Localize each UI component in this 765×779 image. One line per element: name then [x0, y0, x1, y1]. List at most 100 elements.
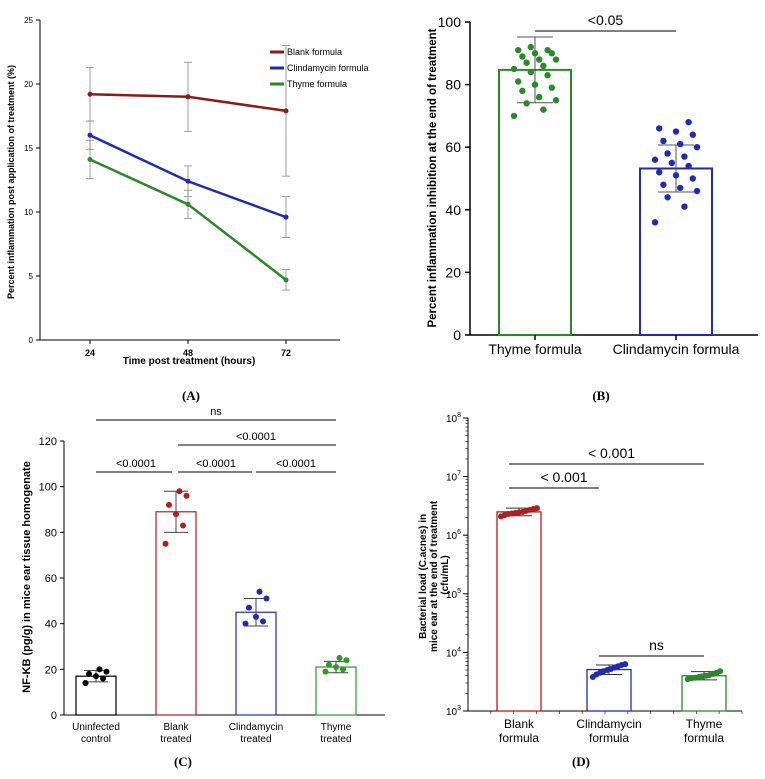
x-tick-label: 72: [281, 348, 291, 358]
chart-d-ylabel-line-3: (cfu/mL): [440, 555, 451, 594]
data-point: [622, 661, 629, 668]
data-point: [664, 150, 671, 157]
data-point: [86, 670, 92, 677]
y-tick-label: 60: [445, 139, 461, 155]
data-point: [523, 59, 530, 66]
legend-label-1: Clindamycin formula: [287, 63, 369, 73]
data-point: [183, 492, 190, 499]
comparison-label: <0.0001: [116, 458, 156, 470]
bar: [315, 666, 357, 716]
data-point: [515, 78, 522, 85]
data-point: [685, 162, 692, 170]
x-tick-label: 48: [183, 348, 193, 358]
x-tick-label: Thyme: [686, 717, 723, 731]
legend-label-0: Blank formula: [287, 47, 342, 57]
panel-label-c: (C): [173, 754, 193, 769]
x-tick-label: Blank: [504, 717, 535, 731]
data-point: [87, 132, 93, 138]
chart-c-svg: NF-KB (pg/g) in mice ear tissue homogena…: [21, 406, 385, 745]
data-point: [660, 137, 667, 145]
x-tick-label: treated: [320, 734, 351, 745]
data-point: [527, 43, 534, 51]
data-point: [185, 178, 191, 184]
bar: [498, 68, 572, 336]
data-point: [544, 46, 551, 54]
data-point: [540, 62, 547, 70]
data-point: [336, 654, 343, 661]
chart-d-svg: Bacterial load (C.acnes) in mice ear at …: [418, 412, 743, 745]
data-point: [527, 68, 534, 76]
data-point: [326, 661, 332, 668]
data-point: [253, 613, 259, 620]
y-tick-label: 0: [453, 327, 461, 343]
data-point: [340, 666, 346, 673]
comparison-label: < 0.001: [540, 469, 587, 485]
data-point: [246, 604, 252, 611]
data-point: [519, 87, 526, 95]
data-point: [668, 159, 675, 167]
y-tick-label: 108: [446, 412, 461, 425]
bar: [639, 167, 713, 336]
data-point: [681, 153, 688, 160]
chart-c: NF-KB (pg/g) in mice ear tissue homogena…: [0, 405, 390, 750]
data-point: [672, 172, 680, 179]
y-tick-label: 40: [445, 202, 461, 218]
data-point: [534, 505, 540, 512]
data-point: [283, 108, 289, 114]
y-tick-label: 106: [446, 529, 461, 542]
data-point: [664, 194, 671, 201]
data-point: [651, 156, 659, 163]
y-tick-label: 25: [24, 16, 33, 25]
data-point: [677, 140, 684, 148]
chart-b-svg: Percent inflammation inhibition at the e…: [427, 12, 758, 357]
x-tick-label: Uninfected: [72, 722, 120, 733]
chart-a-svg: Percent inflammation post application of…: [6, 16, 369, 367]
data-point: [162, 540, 169, 547]
data-point: [689, 131, 696, 138]
data-point: [717, 668, 724, 675]
x-tick-label: Thyme formula: [488, 341, 582, 357]
y-tick-label: 20: [45, 664, 57, 676]
data-point: [544, 72, 551, 79]
y-tick-label: 10: [24, 208, 33, 217]
data-point: [93, 673, 99, 680]
data-point: [166, 501, 172, 508]
data-point: [96, 666, 103, 673]
bar: [235, 611, 277, 716]
chart-d: Bacterial load (C.acnes) in mice ear at …: [390, 405, 765, 750]
data-point: [656, 125, 663, 132]
data-point: [260, 618, 266, 625]
data-point: [185, 201, 191, 207]
x-tick-label: Thyme: [321, 722, 352, 733]
chart-a: Percent inflammation post application of…: [0, 0, 390, 375]
data-point: [523, 100, 530, 107]
bar: [155, 511, 197, 716]
comparison-label: <0.0001: [236, 431, 276, 443]
data-point: [651, 219, 659, 226]
x-tick-label: treated: [240, 734, 271, 745]
data-point: [176, 488, 183, 495]
y-tick-label: 0: [29, 336, 34, 345]
data-point: [283, 277, 289, 283]
chart-b: Percent inflammation inhibition at the e…: [390, 0, 765, 375]
data-point: [343, 657, 350, 664]
data-point: [510, 65, 518, 73]
y-tick-label: 120: [39, 436, 57, 448]
x-tick-label: Clindamycin: [229, 722, 283, 733]
y-tick-label: 103: [446, 705, 461, 718]
data-point: [100, 675, 106, 682]
data-point: [536, 56, 543, 63]
comparison-label: <0.0001: [276, 458, 316, 470]
y-tick-label: 105: [446, 588, 461, 601]
x-tick-label: Clindamycin formula: [613, 341, 740, 357]
y-tick-label: 15: [24, 144, 33, 153]
y-tick-label: 20: [24, 80, 33, 89]
y-tick-label: 100: [438, 14, 462, 30]
data-point: [548, 84, 555, 91]
y-tick-label: 60: [45, 573, 57, 585]
data-point: [536, 93, 543, 101]
data-point: [519, 53, 526, 60]
chart-b-ylabel: Percent inflammation inhibition at the e…: [427, 28, 439, 327]
comparison-label: <0.05: [588, 12, 624, 28]
comparison-label: < 0.001: [588, 445, 635, 461]
